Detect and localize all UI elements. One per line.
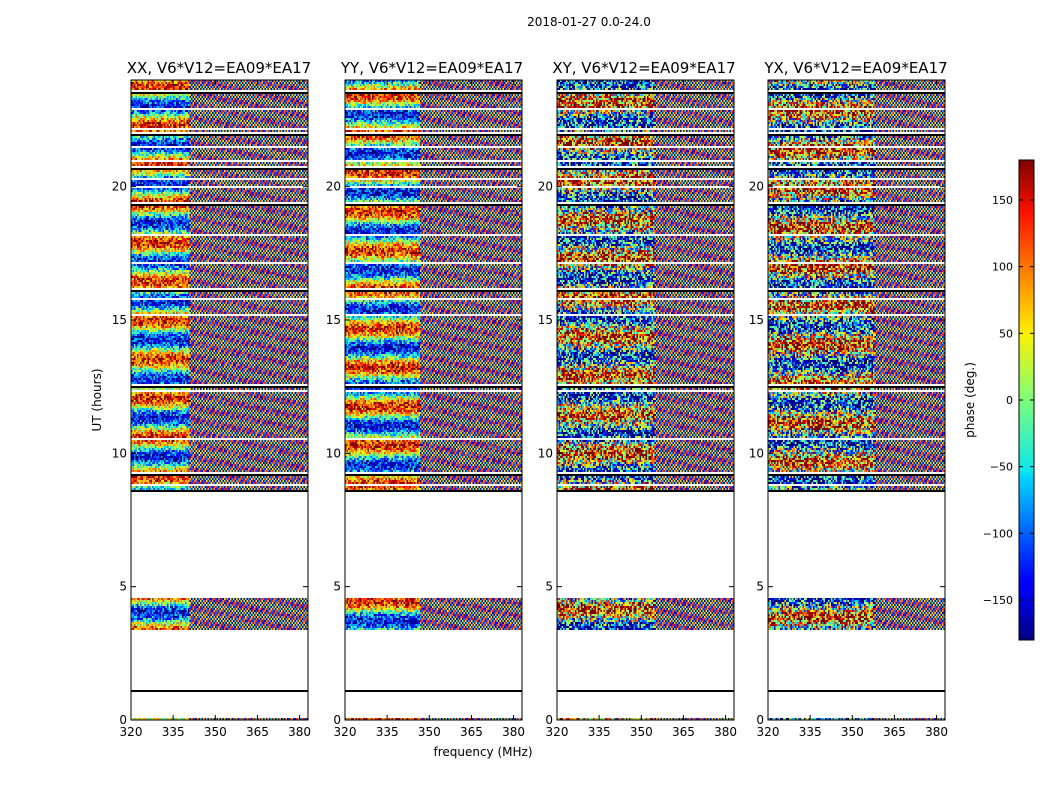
colorbar-tick-label: 150 — [992, 194, 1013, 207]
phase-heatmap-image — [768, 80, 945, 720]
x-tick-label: 365 — [246, 725, 269, 739]
y-tick-label: 20 — [749, 180, 764, 194]
y-axis-label: UT (hours) — [90, 368, 104, 431]
panel-yy: YY, V6*V12=EA09*EA17 frequency (MHz) 320… — [326, 59, 533, 759]
colorbar: −150 −100 −50 0 50 100 150 phase (deg.) — [963, 159, 1035, 641]
y-tick-label: 15 — [749, 313, 764, 327]
y-tick-label: 0 — [545, 713, 553, 727]
x-tick-label: 335 — [588, 725, 611, 739]
y-tick-label: 10 — [749, 446, 764, 460]
colorbar-tick-label: −150 — [983, 594, 1013, 607]
x-tick-label: 320 — [757, 725, 780, 739]
x-tick-label: 365 — [883, 725, 906, 739]
x-tick-label: 350 — [204, 725, 227, 739]
phase-heatmap-image — [557, 80, 734, 720]
heatmap-plot: 320 335 350 365 380 0 5 10 15 20 — [538, 79, 737, 739]
y-tick-label: 0 — [756, 713, 764, 727]
y-tick-label: 10 — [538, 446, 553, 460]
x-tick-label: 380 — [502, 725, 525, 739]
x-tick-label: 365 — [672, 725, 695, 739]
panel-title: YY, V6*V12=EA09*EA17 — [340, 59, 523, 77]
x-tick-label: 350 — [418, 725, 441, 739]
axes-frame — [767, 79, 946, 721]
heatmap-plot: 320 335 350 365 380 0 5 10 15 20 — [112, 79, 311, 739]
heatmap-plot: 320 335 350 365 380 0 5 10 15 20 — [326, 79, 525, 739]
axes-frame — [556, 79, 735, 721]
x-tick-label: 320 — [334, 725, 357, 739]
colorbar-label: phase (deg.) — [963, 362, 977, 438]
y-tick-label: 5 — [333, 580, 341, 594]
y-tick-label: 15 — [326, 313, 341, 327]
y-tick-label: 10 — [326, 446, 341, 460]
panel-title: XX, V6*V12=EA09*EA17 — [127, 59, 311, 77]
x-tick-label: 350 — [630, 725, 653, 739]
y-tick-label: 15 — [112, 313, 127, 327]
axes-frame — [130, 79, 309, 721]
y-tick-label: 5 — [119, 580, 127, 594]
y-tick-label: 5 — [545, 580, 553, 594]
panel-xy: XY, V6*V12=EA09*EA17 320 335 350 365 380 0 5 10… — [538, 59, 737, 739]
y-tick-label: 20 — [326, 180, 341, 194]
y-tick-label: 15 — [538, 313, 553, 327]
y-tick-label: 5 — [756, 580, 764, 594]
x-axis-label: frequency (MHz) — [433, 745, 532, 759]
colorbar-tick-label: −50 — [990, 461, 1013, 474]
colorbar-tick-label: −100 — [983, 527, 1013, 540]
panel-yx: YX, V6*V12=EA09*EA17 320 335 350 365 380 0 5 10… — [749, 59, 948, 739]
panel-title: YX, V6*V12=EA09*EA17 — [763, 59, 947, 77]
x-tick-label: 335 — [799, 725, 822, 739]
figure-suptitle: 2018-01-27 0.0-24.0 — [527, 15, 651, 29]
axes-frame — [344, 79, 523, 721]
x-tick-label: 350 — [841, 725, 864, 739]
colorbar-tick-label: 100 — [992, 261, 1013, 274]
x-tick-label: 320 — [120, 725, 143, 739]
colorbar-tick-label: 50 — [999, 327, 1013, 340]
colorbar-ticks: −150 −100 −50 0 50 100 150 — [983, 194, 1034, 607]
panel-title: XY, V6*V12=EA09*EA17 — [552, 59, 735, 77]
y-tick-label: 0 — [333, 713, 341, 727]
x-tick-label: 380 — [714, 725, 737, 739]
x-tick-label: 380 — [288, 725, 311, 739]
heatmap-plot: 320 335 350 365 380 0 5 10 15 20 — [749, 79, 948, 739]
colorbar-tick-label: 0 — [1006, 394, 1013, 407]
x-tick-label: 320 — [546, 725, 569, 739]
x-tick-label: 335 — [376, 725, 399, 739]
x-tick-label: 380 — [925, 725, 948, 739]
y-tick-label: 20 — [112, 180, 127, 194]
y-tick-label: 20 — [538, 180, 553, 194]
phase-heatmap-image — [345, 80, 522, 720]
phase-heatmap-image — [131, 80, 308, 720]
panel-xx: XX, V6*V12=EA09*EA17 UT (hours) 320 335 35… — [90, 59, 311, 739]
x-tick-label: 365 — [460, 725, 483, 739]
y-tick-label: 10 — [112, 446, 127, 460]
x-tick-label: 335 — [162, 725, 185, 739]
y-tick-label: 0 — [119, 713, 127, 727]
